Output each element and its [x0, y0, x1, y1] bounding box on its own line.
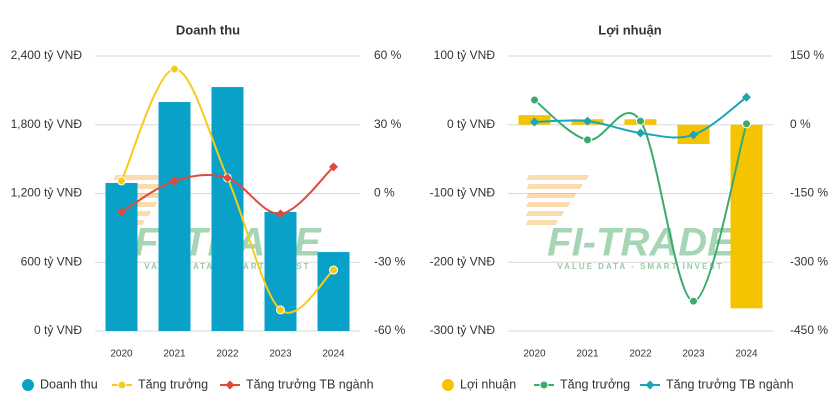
legend-marker — [645, 380, 655, 390]
y2-tick-label: 30 % — [374, 117, 402, 131]
y2-tick-label: -450 % — [790, 323, 828, 337]
x-tick-label: 2024 — [322, 349, 345, 360]
chart-title: Lợi nhuận — [598, 22, 661, 37]
point — [530, 95, 539, 105]
point — [170, 176, 179, 186]
watermark-stripe — [526, 193, 577, 198]
y2-tick-label: 150 % — [790, 48, 824, 62]
y-tick-label: 1,800 tỷ VNĐ — [11, 117, 83, 131]
legend-label: Doanh thu — [40, 377, 98, 391]
point — [636, 116, 645, 126]
watermark-stripe — [526, 184, 583, 189]
x-tick-label: 2024 — [735, 349, 758, 360]
y-tick-label: 0 tỷ VNĐ — [34, 323, 82, 337]
chart: Doanh thu 0 tỷ VNĐ 600 tỷ VNĐ 1,200 tỷ VNĐ 1… — [11, 22, 406, 391]
point — [689, 130, 698, 140]
y-tick-label: -200 tỷ VNĐ — [430, 254, 496, 268]
point — [742, 119, 751, 129]
y2-tick-label: -300 % — [790, 254, 828, 268]
legend-label: Tăng trưởng — [560, 377, 630, 391]
x-tick-label: 2023 — [269, 349, 292, 360]
y2-tick-label: -150 % — [790, 186, 828, 200]
point — [530, 117, 539, 127]
x-tick-label: 2022 — [216, 349, 239, 360]
x-tick-label: 2020 — [523, 349, 546, 360]
point — [329, 265, 338, 275]
legend-swatch — [22, 379, 34, 391]
y-tick-label: 0 tỷ VNĐ — [447, 117, 495, 131]
watermark-stripe — [525, 211, 565, 216]
point — [170, 64, 179, 74]
y-tick-label: 1,200 tỷ VNĐ — [11, 186, 83, 200]
legend-marker — [539, 380, 549, 390]
point — [689, 296, 698, 306]
y-tick-label: -100 tỷ VNĐ — [430, 186, 496, 200]
point — [583, 116, 592, 126]
watermark-stripe — [525, 202, 571, 207]
legend-label: Lợi nhuận — [460, 377, 516, 391]
y2-tick-label: -30 % — [374, 254, 406, 268]
watermark-stripe — [525, 220, 558, 225]
bar — [317, 252, 350, 331]
point — [117, 176, 126, 186]
point — [636, 128, 645, 138]
chart-title: Doanh thu — [176, 22, 240, 37]
x-tick-label: 2022 — [629, 349, 652, 360]
x-tick-label: 2020 — [110, 349, 133, 360]
point — [742, 92, 751, 102]
legend-label: Tăng trưởng — [138, 377, 208, 391]
x-tick-label: 2021 — [576, 349, 599, 360]
watermark-stripe — [526, 175, 589, 180]
point — [276, 209, 285, 219]
point — [117, 207, 126, 217]
point — [276, 305, 285, 315]
y2-tick-label: 60 % — [374, 48, 402, 62]
x-tick-label: 2023 — [682, 349, 705, 360]
point — [223, 173, 232, 183]
point — [329, 162, 338, 172]
y2-tick-label: 0 % — [374, 186, 395, 200]
y-tick-label: 2,400 tỷ VNĐ — [11, 48, 83, 62]
watermark: FI-TRADE — [547, 221, 735, 265]
bar — [730, 124, 763, 309]
point — [583, 135, 592, 145]
watermark-tagline: VALUE DATA - SMART INVEST — [557, 262, 723, 271]
chart: Lợi nhuận -300 tỷ VNĐ -200 tỷ VNĐ -100 tỷ V… — [430, 22, 829, 391]
y-tick-label: -300 tỷ VNĐ — [430, 323, 496, 337]
legend-label: Tăng trưởng TB ngành — [246, 377, 374, 391]
legend-marker — [117, 380, 127, 390]
bar — [158, 102, 191, 331]
x-tick-label: 2021 — [163, 349, 186, 360]
legend-marker — [225, 380, 235, 390]
legend-swatch — [442, 379, 454, 391]
y-tick-label: 100 tỷ VNĐ — [434, 48, 496, 62]
y2-tick-label: 0 % — [790, 117, 811, 131]
y-tick-label: 600 tỷ VNĐ — [21, 254, 83, 268]
y2-tick-label: -60 % — [374, 323, 406, 337]
legend-label: Tăng trưởng TB ngành — [666, 377, 794, 391]
